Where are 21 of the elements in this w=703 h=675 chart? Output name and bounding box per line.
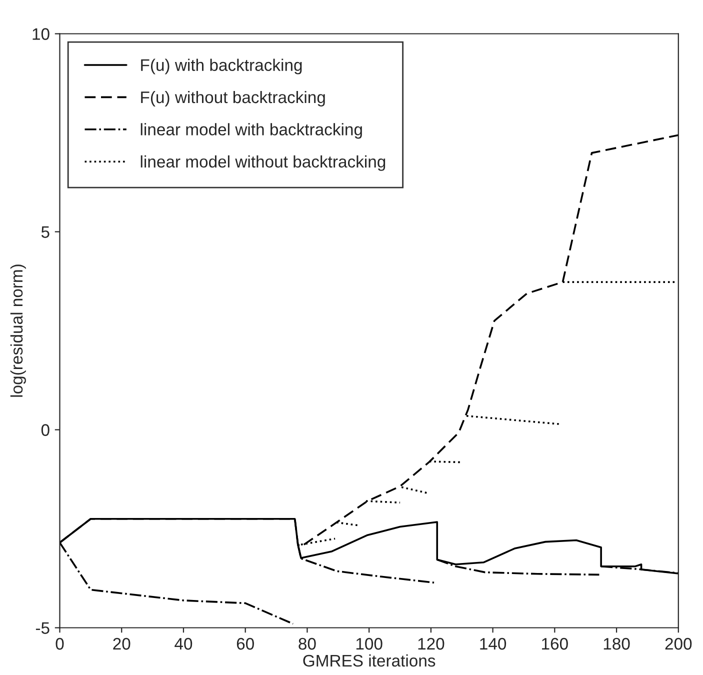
legend-label: linear model with backtracking [140, 123, 362, 139]
x-tick-label: 20 [113, 638, 130, 650]
y-tick-label: 10 [32, 28, 50, 40]
x-tick-label: 160 [542, 638, 568, 650]
y-tick-label: 5 [41, 226, 50, 238]
y-axis-title: log(residual norm) [10, 264, 26, 397]
x-tick-label: 180 [604, 638, 630, 650]
legend-label: linear model without backtracking [140, 155, 386, 171]
x-tick-label: 0 [56, 638, 64, 650]
x-tick-label: 100 [356, 638, 382, 650]
x-tick-label: 120 [418, 638, 444, 650]
legend-label: F(u) without backtracking [141, 90, 325, 106]
y-tick-label: -5 [36, 622, 50, 634]
x-tick-label: 60 [236, 638, 254, 650]
y-tick-label: 0 [41, 424, 50, 436]
legend-label: F(u) with backtracking [141, 58, 302, 74]
x-tick-label: 80 [298, 638, 316, 650]
x-axis-title: GMRES iterations [303, 654, 436, 667]
x-tick-label: 200 [665, 638, 692, 650]
x-tick-label: 140 [480, 638, 506, 650]
x-tick-label: 40 [174, 638, 192, 650]
